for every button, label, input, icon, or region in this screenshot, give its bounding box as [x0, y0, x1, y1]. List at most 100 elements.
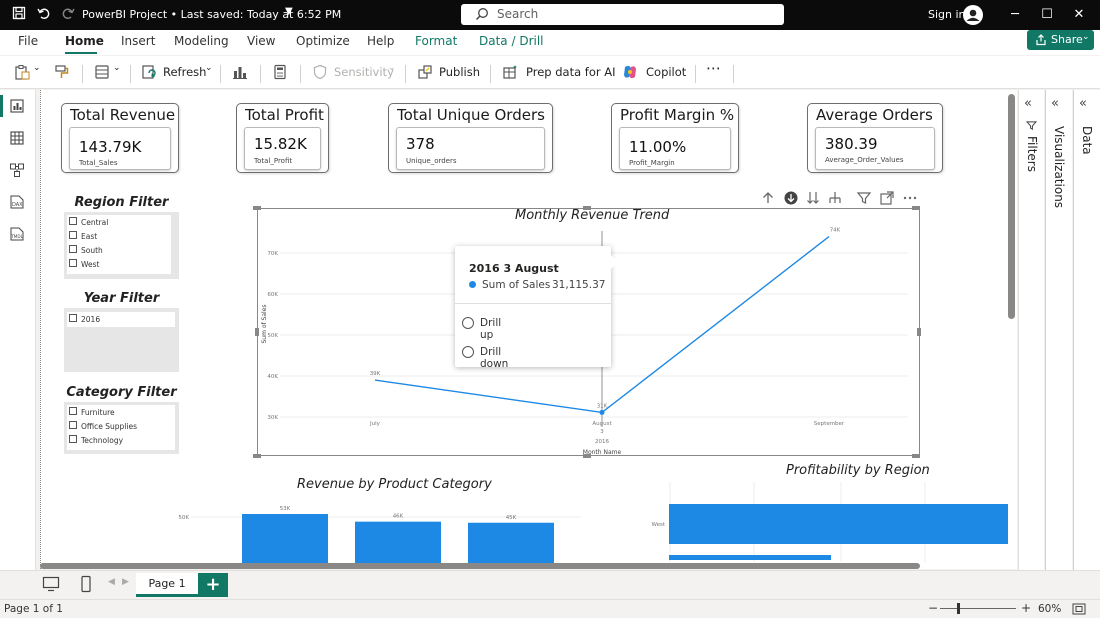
undo-icon[interactable]	[35, 6, 53, 24]
ribbon-tabs: File Home Insert Modeling View Optimize …	[0, 30, 1100, 55]
next-page-icon[interactable]: ▶	[122, 577, 129, 587]
expand-chevron-icon[interactable]: «	[1024, 96, 1032, 111]
add-page-button[interactable]: +	[198, 573, 228, 597]
kpi-card-total-unique-orders[interactable]: Total Unique Orders 378 Unique_orders	[388, 103, 553, 173]
desktop-layout-icon[interactable]	[42, 576, 60, 592]
kpi-sublabel: Profit_Margin	[629, 159, 675, 167]
tab-format[interactable]: Format	[415, 34, 458, 48]
slicer-option[interactable]: South	[67, 243, 171, 257]
sign-in-link[interactable]: Sign in	[928, 8, 966, 21]
table-sparkle-icon	[503, 65, 517, 79]
tooltip-value: 31,115.37	[552, 279, 606, 291]
revenue-by-category-chart[interactable]: 50K 53K 46K 45K	[161, 495, 581, 565]
model-view-icon[interactable]	[9, 162, 25, 178]
zoom-slider[interactable]	[940, 608, 1016, 609]
checkbox[interactable]	[69, 259, 77, 267]
expand-chevron-icon[interactable]: «	[1079, 96, 1087, 111]
clipboard-icon	[15, 65, 30, 80]
resize-handle[interactable]	[253, 454, 261, 458]
vertical-scrollbar[interactable]	[1008, 94, 1015, 319]
slicer-option[interactable]: Furniture	[67, 405, 175, 419]
active-view-indicator	[0, 95, 3, 117]
checkbox[interactable]	[69, 231, 77, 239]
tab-data-drill[interactable]: Data / Drill	[479, 34, 544, 48]
kpi-card-total-revenue[interactable]: Total Revenue 143.79K Total_Sales	[61, 103, 179, 173]
table-view-icon[interactable]	[9, 130, 25, 146]
close-button[interactable]: ✕	[1073, 7, 1085, 22]
tmdl-view-icon[interactable]: TMDL	[9, 226, 25, 242]
expand-chevron-icon[interactable]: «	[1051, 96, 1059, 111]
more-options-button[interactable]: ⋯	[706, 59, 721, 77]
checkbox[interactable]	[69, 314, 77, 322]
divider	[455, 303, 611, 304]
more-options-icon[interactable]	[902, 190, 918, 206]
maximize-button[interactable]: ☐	[1041, 7, 1053, 22]
resize-handle[interactable]	[912, 206, 920, 210]
share-button[interactable]: Share ⌄	[1027, 30, 1094, 50]
dax-query-view-icon[interactable]: DAX	[9, 194, 25, 210]
resize-handle[interactable]	[583, 454, 591, 458]
mobile-layout-icon[interactable]	[80, 575, 92, 593]
slicer-list: 2016	[67, 312, 175, 327]
zoom-out-button[interactable]: −	[928, 601, 939, 615]
tab-file[interactable]: File	[18, 34, 39, 48]
filters-pane[interactable]: « Filters	[1018, 90, 1044, 598]
tab-home[interactable]: Home	[65, 34, 104, 48]
checkbox[interactable]	[69, 435, 77, 443]
drill-down-label: Drill down	[480, 346, 509, 370]
tab-modeling[interactable]: Modeling	[174, 34, 229, 48]
previous-page-icon[interactable]: ◀	[108, 577, 115, 587]
slicer-option[interactable]: Technology	[67, 433, 175, 447]
resize-handle[interactable]	[583, 206, 591, 210]
profitability-by-region-chart[interactable]: West	[621, 482, 1011, 562]
kpi-card-profit-margin[interactable]: Profit Margin % 11.00% Profit_Margin	[611, 103, 739, 173]
tab-view[interactable]: View	[247, 34, 276, 48]
checkbox[interactable]	[69, 245, 77, 253]
tab-insert[interactable]: Insert	[121, 34, 156, 48]
focus-mode-icon[interactable]	[879, 190, 895, 206]
drill-up-icon[interactable]	[760, 190, 776, 206]
visualizations-pane[interactable]: « Visualizations	[1045, 90, 1072, 598]
checkbox[interactable]	[69, 217, 77, 225]
category-slicer[interactable]: Category Filter Furniture Office Supplie…	[64, 384, 179, 454]
resize-handle[interactable]	[255, 328, 259, 336]
report-view-icon[interactable]	[9, 98, 25, 114]
slicer-option[interactable]: West	[67, 257, 171, 271]
view-switcher: DAX TMDL	[0, 90, 36, 570]
fit-to-page-icon[interactable]	[1072, 603, 1086, 615]
filter-icon[interactable]	[856, 190, 872, 206]
zoom-in-button[interactable]: +	[1021, 601, 1032, 615]
search-input[interactable]: Search	[461, 4, 784, 25]
resize-handle[interactable]	[917, 328, 921, 336]
slicer-option[interactable]: East	[67, 229, 171, 243]
x-tick-label: July	[369, 421, 381, 427]
resize-handle[interactable]	[912, 454, 920, 458]
region-slicer[interactable]: Region Filter Central East South West	[64, 194, 179, 279]
kpi-card-total-profit[interactable]: Total Profit 15.82K Total_Profit	[236, 103, 329, 173]
expand-hierarchy-icon[interactable]	[827, 190, 843, 206]
page-tab[interactable]: Page 1	[136, 573, 198, 597]
tab-help[interactable]: Help	[367, 34, 395, 48]
kpi-card-average-orders[interactable]: Average Orders 380.39 Average_Order_Valu…	[807, 103, 943, 173]
slicer-list: Furniture Office Supplies Technology	[67, 405, 175, 450]
year-slicer[interactable]: Year Filter 2016	[64, 290, 179, 372]
shield-icon	[313, 64, 327, 80]
slicer-option[interactable]: 2016	[67, 312, 175, 326]
drill-down-mode-icon[interactable]	[783, 190, 799, 206]
title-dropdown-icon[interactable]: ▼	[285, 6, 293, 17]
minimize-button[interactable]: ─	[1011, 7, 1019, 22]
tab-optimize[interactable]: Optimize	[296, 34, 350, 48]
slicer-option[interactable]: Central	[67, 215, 171, 229]
checkbox[interactable]	[69, 421, 77, 429]
checkbox[interactable]	[69, 407, 77, 415]
next-level-icon[interactable]	[805, 190, 821, 206]
save-icon[interactable]	[10, 6, 28, 24]
data-pane[interactable]: « Data	[1073, 90, 1100, 598]
report-canvas[interactable]: Total Revenue 143.79K Total_Sales Total …	[40, 90, 1017, 569]
resize-handle[interactable]	[253, 206, 261, 210]
avatar-icon[interactable]	[963, 5, 983, 25]
zoom-slider-thumb[interactable]	[957, 603, 960, 614]
horizontal-scrollbar[interactable]	[40, 563, 920, 569]
slicer-option[interactable]: Office Supplies	[67, 419, 175, 433]
redo-icon[interactable]	[59, 6, 77, 24]
